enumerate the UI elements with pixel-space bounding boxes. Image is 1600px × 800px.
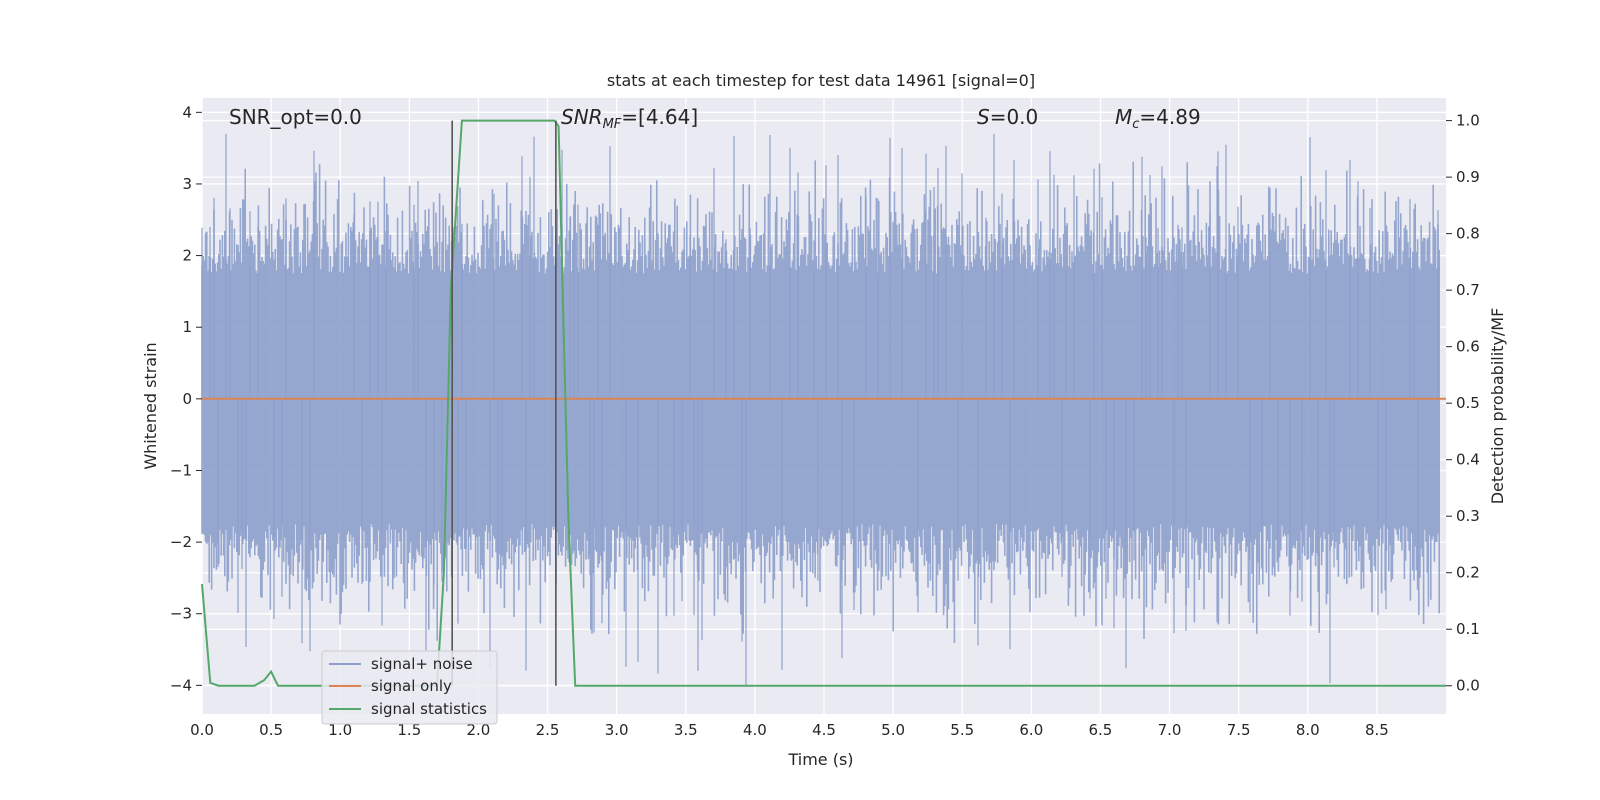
x-tick-label: 4.5	[812, 721, 836, 739]
x-axis-label: Time (s)	[787, 750, 853, 769]
y-tick-label-right: 0.2	[1456, 564, 1480, 582]
y-axis-label-right: Detection probability/MF	[1488, 308, 1507, 505]
y-tick-label-right: 0.1	[1456, 620, 1480, 638]
legend: signal+ noise signal only signal statist…	[322, 651, 497, 724]
y-tick-label-right: 0.4	[1456, 451, 1480, 469]
y-tick-label-left: 4	[182, 103, 192, 121]
chart-title: stats at each timestep for test data 149…	[607, 71, 1035, 90]
y-tick-label-left: 0	[182, 390, 192, 408]
x-tick-label: 2.5	[536, 721, 560, 739]
annotation-snr-mf: SNRMF=[4.64]	[561, 105, 698, 132]
y-axis-label-left: Whitened strain	[141, 342, 160, 469]
y-tick-label-left: −3	[170, 605, 192, 623]
legend-label: signal statistics	[371, 700, 487, 718]
x-tick-label: 3.5	[674, 721, 698, 739]
legend-label: signal only	[371, 677, 452, 695]
x-tick-label: 0.5	[259, 721, 283, 739]
legend-label: signal+ noise	[371, 655, 473, 673]
x-tick-label: 4.0	[743, 721, 767, 739]
y-tick-label-right: 1.0	[1456, 112, 1480, 130]
x-tick-label: 8.0	[1296, 721, 1320, 739]
x-tick-label: 3.0	[605, 721, 629, 739]
y-tick-label-left: 1	[182, 318, 192, 336]
x-tick-label: 6.0	[1019, 721, 1043, 739]
y-tick-label-left: 2	[182, 247, 192, 265]
y-tick-label-right: 0.5	[1456, 394, 1480, 412]
y-tick-label-left: −2	[170, 533, 192, 551]
y-tick-label-right: 0.9	[1456, 168, 1480, 186]
x-tick-label: 8.5	[1365, 721, 1389, 739]
x-tick-label: 6.5	[1089, 721, 1113, 739]
y-tick-label-right: 0.6	[1456, 338, 1480, 356]
y-tick-label-right: 0.8	[1456, 225, 1480, 243]
y-tick-label-left: −1	[170, 461, 192, 479]
x-tick-label: 7.0	[1158, 721, 1182, 739]
x-tick-label: 7.5	[1227, 721, 1251, 739]
annotation-mc: Mc=4.89	[1115, 105, 1201, 132]
y-tick-label-right: 0.0	[1456, 677, 1480, 695]
y-tick-label-right: 0.7	[1456, 281, 1480, 299]
x-tick-label: 5.5	[950, 721, 974, 739]
y-tick-label-left: 3	[182, 175, 192, 193]
y-tick-label-right: 0.3	[1456, 507, 1480, 525]
annotation-s: S=0.0	[977, 105, 1038, 129]
x-tick-label: 0.0	[190, 721, 214, 739]
annotation-snr-opt: SNR_opt=0.0	[229, 105, 362, 129]
y-tick-label-left: −4	[170, 676, 192, 694]
x-tick-label: 5.0	[881, 721, 905, 739]
